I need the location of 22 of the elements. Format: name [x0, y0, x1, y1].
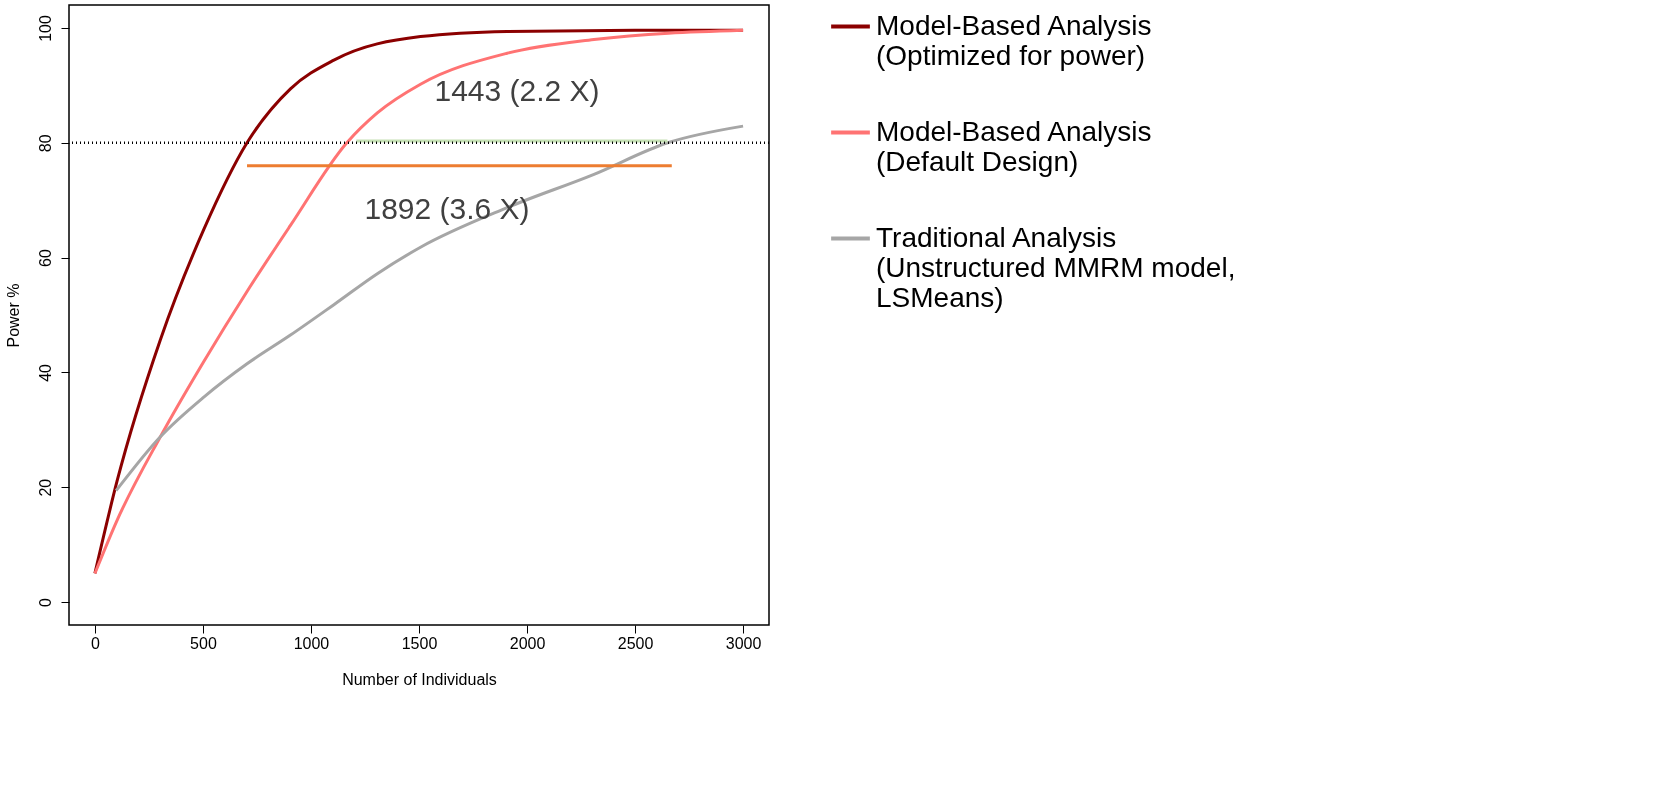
y-tick-label: 40 — [36, 363, 54, 382]
x-tick-label: 0 — [90, 634, 100, 652]
line-series — [114, 124, 745, 493]
y-tick-label: 20 — [36, 478, 54, 497]
legend-label: Model-Based Analysis (Optimized for power) — [876, 9, 1152, 71]
legend-label: Traditional Analysis (Unstructured MMRM model, LSMeans) — [876, 221, 1236, 313]
y-tick-label: 100 — [36, 15, 54, 42]
x-tick-label: 1000 — [293, 634, 330, 652]
x-tick-label: 2500 — [617, 634, 654, 652]
y-axis-title: Power % — [4, 283, 22, 348]
y-tick-label: 80 — [36, 134, 54, 153]
x-tick-label: 3000 — [725, 634, 762, 652]
y-tick-label: 60 — [36, 249, 54, 267]
annotation: 1892 (3.6 X) — [364, 191, 530, 225]
x-tick-label: 2000 — [509, 634, 546, 652]
x-tick-label: 1500 — [401, 634, 438, 652]
line-series — [93, 28, 745, 575]
annotation: 1443 (2.2 X) — [434, 73, 600, 107]
legend-label: Model-Based Analysis (Default Design) — [876, 115, 1152, 177]
y-tick-label: 0 — [36, 597, 54, 607]
x-axis-title: Number of Individuals — [342, 670, 497, 688]
x-tick-label: 500 — [190, 634, 217, 652]
